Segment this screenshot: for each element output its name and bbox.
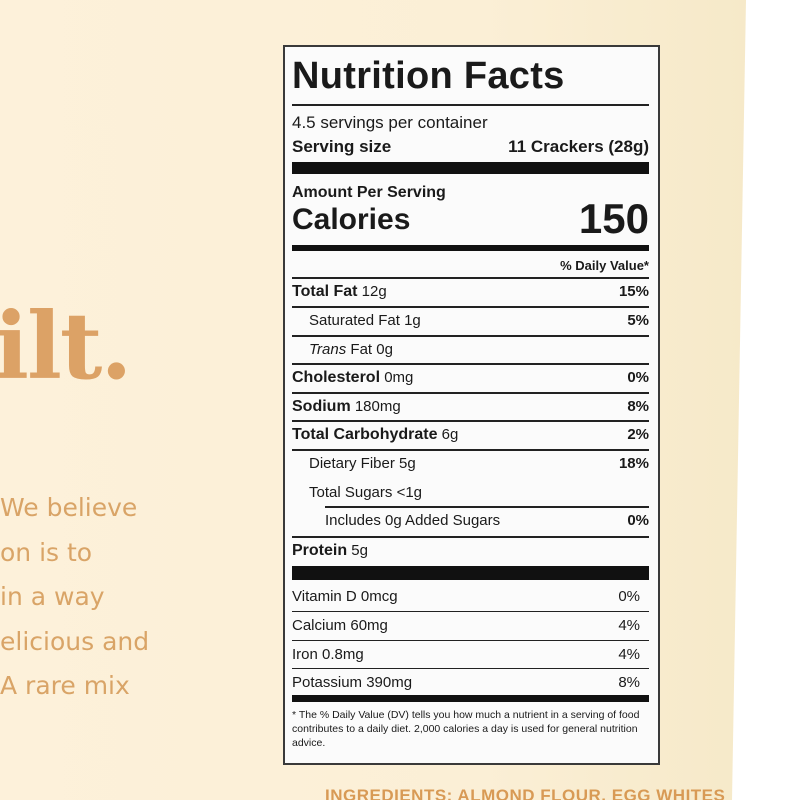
nutrient-row: Protein 5g: [292, 542, 649, 560]
copy-line: elicious and: [0, 626, 150, 656]
nutrition-facts-label: Nutrition Facts 4.5 servings per contain…: [283, 45, 660, 765]
copy-line: A rare mix: [0, 671, 130, 700]
vitamin-name: Vitamin D: [292, 588, 357, 605]
amount-per-serving: Amount Per Serving: [292, 184, 446, 201]
servings-per-container: 4.5 servings per container: [292, 113, 488, 132]
nutrient-amount: 5g: [399, 455, 416, 472]
nutrient-name: Cholesterol: [292, 369, 381, 386]
copy-line: in a way: [0, 582, 105, 611]
nutrient-name: Dietary Fiber: [309, 455, 395, 472]
serving-size: Serving size 11 Crackers (28g): [292, 137, 649, 156]
package-copy: We believe on is to in a way elicious and A …: [0, 486, 149, 709]
divider-medium: [292, 695, 649, 702]
footnote: * The % Daily Value (DV) tells you how m…: [292, 709, 640, 749]
nutrient-name: Total Sugars: [309, 484, 393, 501]
copy-line: on is to: [0, 537, 93, 567]
divider-thin: [292, 640, 649, 641]
vitamin-name: Calcium: [292, 617, 347, 634]
nutrient-amount: <1g: [396, 484, 423, 501]
vitamin-amount: 0mcg: [360, 588, 398, 605]
nutrient-row: Dietary Fiber 5g 18%: [292, 455, 649, 472]
nutrient-row: Cholesterol 0mg 0%: [292, 369, 649, 387]
nutrient-name: Includes 0g Added Sugars: [325, 512, 501, 529]
vitamin-dv: 4%: [618, 617, 640, 634]
nutrient-amount: 0g: [376, 341, 393, 358]
nutrient-amount: 5g: [351, 542, 368, 559]
ingredients-text: INGREDIENTS: ALMOND FLOUR, EGG WHITES: [325, 786, 726, 805]
nutrient-row: Sodium 180mg 8%: [292, 398, 649, 416]
nutrient-row: Total Carbohydrate 6g 2%: [292, 426, 649, 444]
divider-thin: [292, 420, 649, 422]
nutrient-dv: 18%: [618, 455, 649, 472]
vitamin-dv: 8%: [618, 674, 640, 691]
divider-thick: [292, 566, 649, 580]
vitamin-name: Potassium: [292, 674, 363, 691]
vitamin-row: Calcium 60mg 4%: [292, 617, 640, 634]
vitamin-name: Iron: [292, 646, 318, 663]
brand-text-fragment: ilt.: [0, 292, 132, 400]
vitamin-row: Iron 0.8mg 4%: [292, 646, 640, 663]
nutrient-name: Total Fat: [292, 283, 358, 300]
divider-thin: [292, 306, 649, 308]
nutrient-name: Total Carbohydrate: [292, 426, 438, 443]
vitamin-amount: 0.8mg: [322, 646, 364, 663]
nutrient-row: Trans Fat 0g: [292, 341, 649, 358]
calories-row: Calories 150: [292, 195, 649, 242]
nutrient-amount: 1g: [404, 312, 421, 329]
nutrient-dv: 8%: [627, 398, 649, 415]
nutrient-amount: 0mg: [384, 369, 414, 386]
vitamin-dv: 0%: [618, 588, 640, 605]
nutrient-dv: 5%: [627, 312, 649, 329]
nutrient-name: Trans: [309, 341, 347, 358]
divider-thin: [292, 392, 649, 394]
vitamin-row: Vitamin D 0mcg 0%: [292, 588, 640, 605]
nutrient-amount: 6g: [441, 426, 459, 443]
vitamin-amount: 390mg: [366, 674, 413, 691]
divider-thin: [292, 536, 649, 538]
divider-thick: [292, 162, 649, 174]
label-title: Nutrition Facts: [292, 55, 565, 97]
nutrient-name: Protein: [292, 542, 348, 559]
divider-medium: [292, 245, 649, 251]
divider-thin: [292, 277, 649, 279]
divider-thin: [325, 506, 649, 508]
nutrient-row: Total Fat 12g 15%: [292, 283, 649, 301]
divider-thin: [292, 335, 649, 337]
nutrient-dv: 0%: [627, 369, 649, 386]
nutrient-dv: 2%: [627, 426, 649, 443]
nutrient-row: Saturated Fat 1g 5%: [292, 312, 649, 329]
nutrient-name: Saturated Fat: [309, 312, 400, 329]
nutrient-dv: 0%: [627, 512, 649, 529]
nutrient-row: Total Sugars <1g: [292, 484, 649, 501]
nutrient-name-suffix: Fat: [350, 341, 373, 358]
nutrient-name: Sodium: [292, 398, 351, 415]
nutrient-amount: 12g: [361, 283, 387, 300]
divider-thin: [292, 449, 649, 451]
divider-thin: [292, 363, 649, 365]
divider-thin: [292, 668, 649, 669]
nutrient-dv: 15%: [618, 283, 649, 300]
copy-line: We believe: [0, 493, 138, 522]
vitamin-row: Potassium 390mg 8%: [292, 674, 640, 691]
vitamin-dv: 4%: [618, 646, 640, 663]
nutrient-amount: 180mg: [354, 398, 401, 415]
nutrient-row: Includes 0g Added Sugars 0%: [292, 512, 649, 529]
vitamin-amount: 60mg: [350, 617, 388, 634]
divider-thin: [292, 611, 649, 612]
